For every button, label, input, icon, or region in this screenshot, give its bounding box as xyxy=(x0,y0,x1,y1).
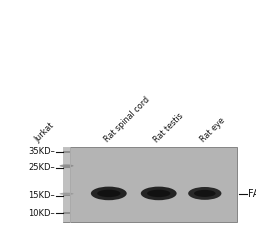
Bar xyxy=(63,212,70,214)
Bar xyxy=(63,147,237,222)
Ellipse shape xyxy=(97,190,120,197)
Text: FABP12: FABP12 xyxy=(248,189,256,199)
Ellipse shape xyxy=(91,187,127,200)
Bar xyxy=(63,147,70,222)
Bar xyxy=(63,195,70,196)
Ellipse shape xyxy=(147,190,170,197)
Text: Rat eye: Rat eye xyxy=(198,116,227,144)
Text: Jurkat: Jurkat xyxy=(33,121,56,144)
Ellipse shape xyxy=(141,187,177,200)
Ellipse shape xyxy=(188,187,221,200)
Bar xyxy=(63,167,70,168)
Text: Rat testis: Rat testis xyxy=(152,111,185,144)
Text: 10KD–: 10KD– xyxy=(28,209,55,218)
Text: 35KD–: 35KD– xyxy=(28,147,55,156)
Text: Rat spinal cord: Rat spinal cord xyxy=(102,95,151,144)
Text: 15KD–: 15KD– xyxy=(28,191,55,200)
Ellipse shape xyxy=(59,193,74,195)
Text: 25KD–: 25KD– xyxy=(28,163,55,172)
Ellipse shape xyxy=(59,164,74,167)
Ellipse shape xyxy=(194,190,216,197)
Bar xyxy=(63,151,70,153)
